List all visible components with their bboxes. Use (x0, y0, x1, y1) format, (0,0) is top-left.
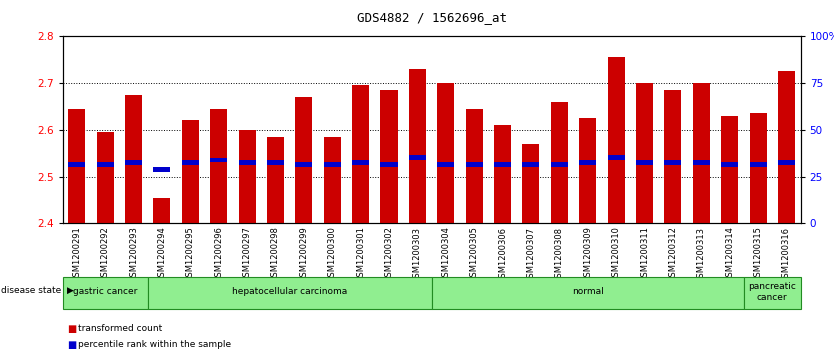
Text: GSM1200310: GSM1200310 (611, 227, 620, 282)
Text: GSM1200299: GSM1200299 (299, 227, 309, 282)
Bar (148, 277, 432, 309)
Text: GSM1200311: GSM1200311 (640, 227, 649, 282)
Bar (267, 137, 284, 223)
Text: GSM1200297: GSM1200297 (243, 227, 252, 282)
Bar (153, 197, 170, 223)
Bar (239, 160, 255, 165)
Bar (63, 277, 148, 309)
Bar (778, 160, 795, 165)
Bar (97, 163, 113, 167)
Bar (409, 69, 426, 223)
Text: normal: normal (572, 287, 604, 296)
Text: GSM1200292: GSM1200292 (101, 227, 109, 282)
Text: GSM1200315: GSM1200315 (754, 227, 762, 282)
Bar (295, 163, 313, 167)
Text: GSM1200306: GSM1200306 (498, 227, 507, 282)
Bar (437, 163, 455, 167)
Bar (636, 83, 653, 223)
Bar (97, 132, 113, 223)
Bar (750, 113, 766, 223)
Bar (239, 130, 255, 223)
Bar (68, 163, 85, 167)
Bar (125, 95, 142, 223)
Bar (522, 163, 540, 167)
Text: percentile rank within the sample: percentile rank within the sample (78, 340, 231, 349)
Bar (465, 163, 483, 167)
Bar (550, 102, 568, 223)
Text: GDS4882 / 1562696_at: GDS4882 / 1562696_at (357, 11, 506, 24)
Text: GSM1200301: GSM1200301 (356, 227, 365, 282)
Bar (494, 163, 511, 167)
Text: GSM1200293: GSM1200293 (129, 227, 138, 282)
Bar (665, 160, 681, 165)
Text: GSM1200304: GSM1200304 (441, 227, 450, 282)
Bar (693, 83, 710, 223)
Text: GSM1200314: GSM1200314 (726, 227, 734, 282)
Text: GSM1200312: GSM1200312 (668, 227, 677, 282)
Text: GSM1200308: GSM1200308 (555, 227, 564, 282)
Bar (608, 57, 625, 223)
Text: GSM1200295: GSM1200295 (186, 227, 195, 282)
Text: GSM1200313: GSM1200313 (696, 227, 706, 282)
Bar (665, 90, 681, 223)
Bar (522, 144, 540, 223)
Bar (352, 160, 369, 165)
Bar (465, 109, 483, 223)
Text: GSM1200305: GSM1200305 (470, 227, 479, 282)
Bar (432, 277, 744, 309)
Bar (380, 90, 398, 223)
Bar (778, 72, 795, 223)
Bar (721, 163, 738, 167)
Text: GSM1200296: GSM1200296 (214, 227, 224, 282)
Text: GSM1200294: GSM1200294 (158, 227, 167, 282)
Text: pancreatic
cancer: pancreatic cancer (748, 282, 796, 302)
Text: GSM1200298: GSM1200298 (271, 227, 280, 282)
Bar (182, 121, 198, 223)
Bar (68, 109, 85, 223)
Bar (210, 158, 227, 163)
Bar (210, 109, 227, 223)
Bar (125, 160, 142, 165)
Bar (182, 160, 198, 165)
Bar (295, 97, 313, 223)
Text: GSM1200291: GSM1200291 (73, 227, 81, 282)
Bar (608, 155, 625, 160)
Bar (550, 163, 568, 167)
Bar (267, 160, 284, 165)
Bar (324, 163, 341, 167)
Text: transformed count: transformed count (78, 324, 162, 333)
Bar (579, 160, 596, 165)
Text: GSM1200303: GSM1200303 (413, 227, 422, 282)
Bar (380, 163, 398, 167)
Text: disease state  ▶: disease state ▶ (1, 286, 73, 295)
Bar (324, 137, 341, 223)
Text: gastric cancer: gastric cancer (73, 287, 138, 296)
Text: ■: ■ (67, 340, 76, 350)
Text: GSM1200316: GSM1200316 (782, 227, 791, 282)
Text: GSM1200300: GSM1200300 (328, 227, 337, 282)
Bar (494, 125, 511, 223)
Text: ■: ■ (67, 323, 76, 334)
Bar (750, 163, 766, 167)
Text: GSM1200307: GSM1200307 (526, 227, 535, 282)
Bar (153, 167, 170, 172)
Text: hepatocellular carcinoma: hepatocellular carcinoma (232, 287, 347, 296)
Bar (636, 160, 653, 165)
Bar (744, 277, 801, 309)
Text: GSM1200302: GSM1200302 (384, 227, 394, 282)
Bar (437, 83, 455, 223)
Bar (721, 116, 738, 223)
Bar (693, 160, 710, 165)
Bar (579, 118, 596, 223)
Bar (352, 85, 369, 223)
Bar (409, 155, 426, 160)
Text: GSM1200309: GSM1200309 (583, 227, 592, 282)
